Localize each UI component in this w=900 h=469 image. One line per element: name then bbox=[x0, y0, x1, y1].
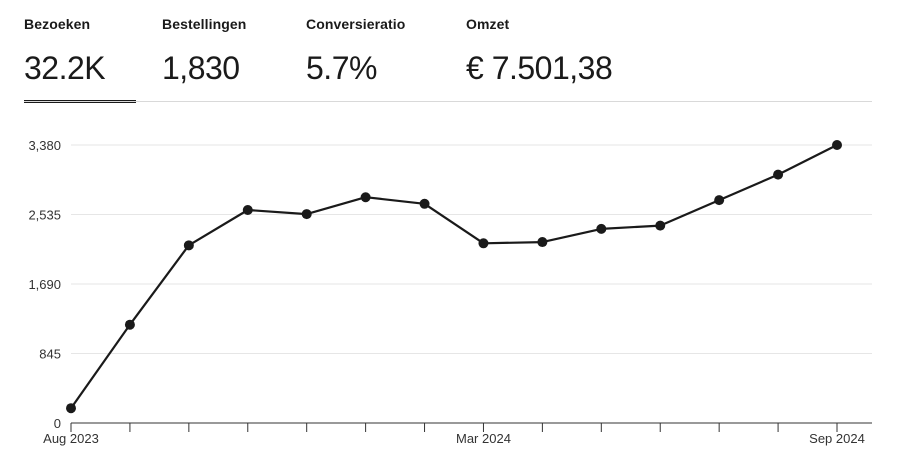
data-point[interactable] bbox=[478, 238, 489, 249]
tab-bestellingen-value: 1,830 bbox=[162, 50, 240, 86]
y-tick-label: 2,535 bbox=[28, 208, 61, 223]
data-point[interactable] bbox=[832, 140, 842, 150]
tab-conversieratio-label: Conversieratio bbox=[306, 16, 406, 32]
x-axis bbox=[70, 422, 872, 432]
data-point[interactable] bbox=[183, 240, 194, 251]
y-tick-label: 0 bbox=[54, 416, 61, 431]
tab-conversieratio[interactable]: Conversieratio 5.7% bbox=[306, 0, 446, 104]
series-line bbox=[70, 144, 838, 409]
data-point[interactable] bbox=[242, 204, 253, 215]
data-point[interactable] bbox=[773, 169, 784, 180]
data-point[interactable] bbox=[596, 223, 607, 234]
tab-conversieratio-value: 5.7% bbox=[306, 50, 377, 86]
tabs-divider bbox=[24, 101, 872, 102]
y-axis-ticks: 0 845 1,690 2,535 3,380 bbox=[28, 138, 61, 431]
tab-bezoeken-label: Bezoeken bbox=[24, 16, 91, 32]
data-point[interactable] bbox=[360, 192, 371, 203]
tab-omzet-value: € 7.501,38 bbox=[466, 50, 613, 86]
metric-tabs: Bezoeken 32.2K Bestellingen 1,830 Conver… bbox=[0, 0, 900, 104]
series-line-layer bbox=[70, 144, 838, 409]
tab-bezoeken[interactable]: Bezoeken 32.2K bbox=[24, 0, 136, 104]
line-chart: 0 845 1,690 2,535 3,380 Aug 2023 Mar 2024 Sep … bbox=[28, 138, 872, 446]
tab-bestellingen[interactable]: Bestellingen 1,830 bbox=[162, 0, 282, 104]
data-point[interactable] bbox=[124, 319, 135, 330]
y-tick-label: 845 bbox=[39, 347, 61, 362]
x-tick-label: Mar 2024 bbox=[456, 431, 511, 446]
data-point[interactable] bbox=[301, 209, 312, 220]
x-tick-label: Sep 2024 bbox=[809, 431, 865, 446]
y-tick-label: 3,380 bbox=[28, 138, 61, 153]
data-point[interactable] bbox=[419, 198, 430, 209]
tab-bezoeken-value: 32.2K bbox=[24, 50, 106, 86]
tab-omzet[interactable]: Omzet € 7.501,38 bbox=[466, 0, 646, 104]
y-tick-label: 1,690 bbox=[28, 277, 61, 292]
data-point[interactable] bbox=[655, 220, 666, 231]
tab-omzet-label: Omzet bbox=[466, 16, 510, 32]
data-point[interactable] bbox=[66, 403, 76, 414]
grid-lines bbox=[71, 144, 872, 354]
x-tick-label: Aug 2023 bbox=[43, 431, 99, 446]
series-points bbox=[66, 140, 842, 414]
x-axis-labels: Aug 2023 Mar 2024 Sep 2024 bbox=[43, 431, 865, 446]
data-point[interactable] bbox=[714, 195, 725, 206]
tab-bestellingen-label: Bestellingen bbox=[162, 16, 247, 32]
data-point[interactable] bbox=[537, 237, 548, 248]
